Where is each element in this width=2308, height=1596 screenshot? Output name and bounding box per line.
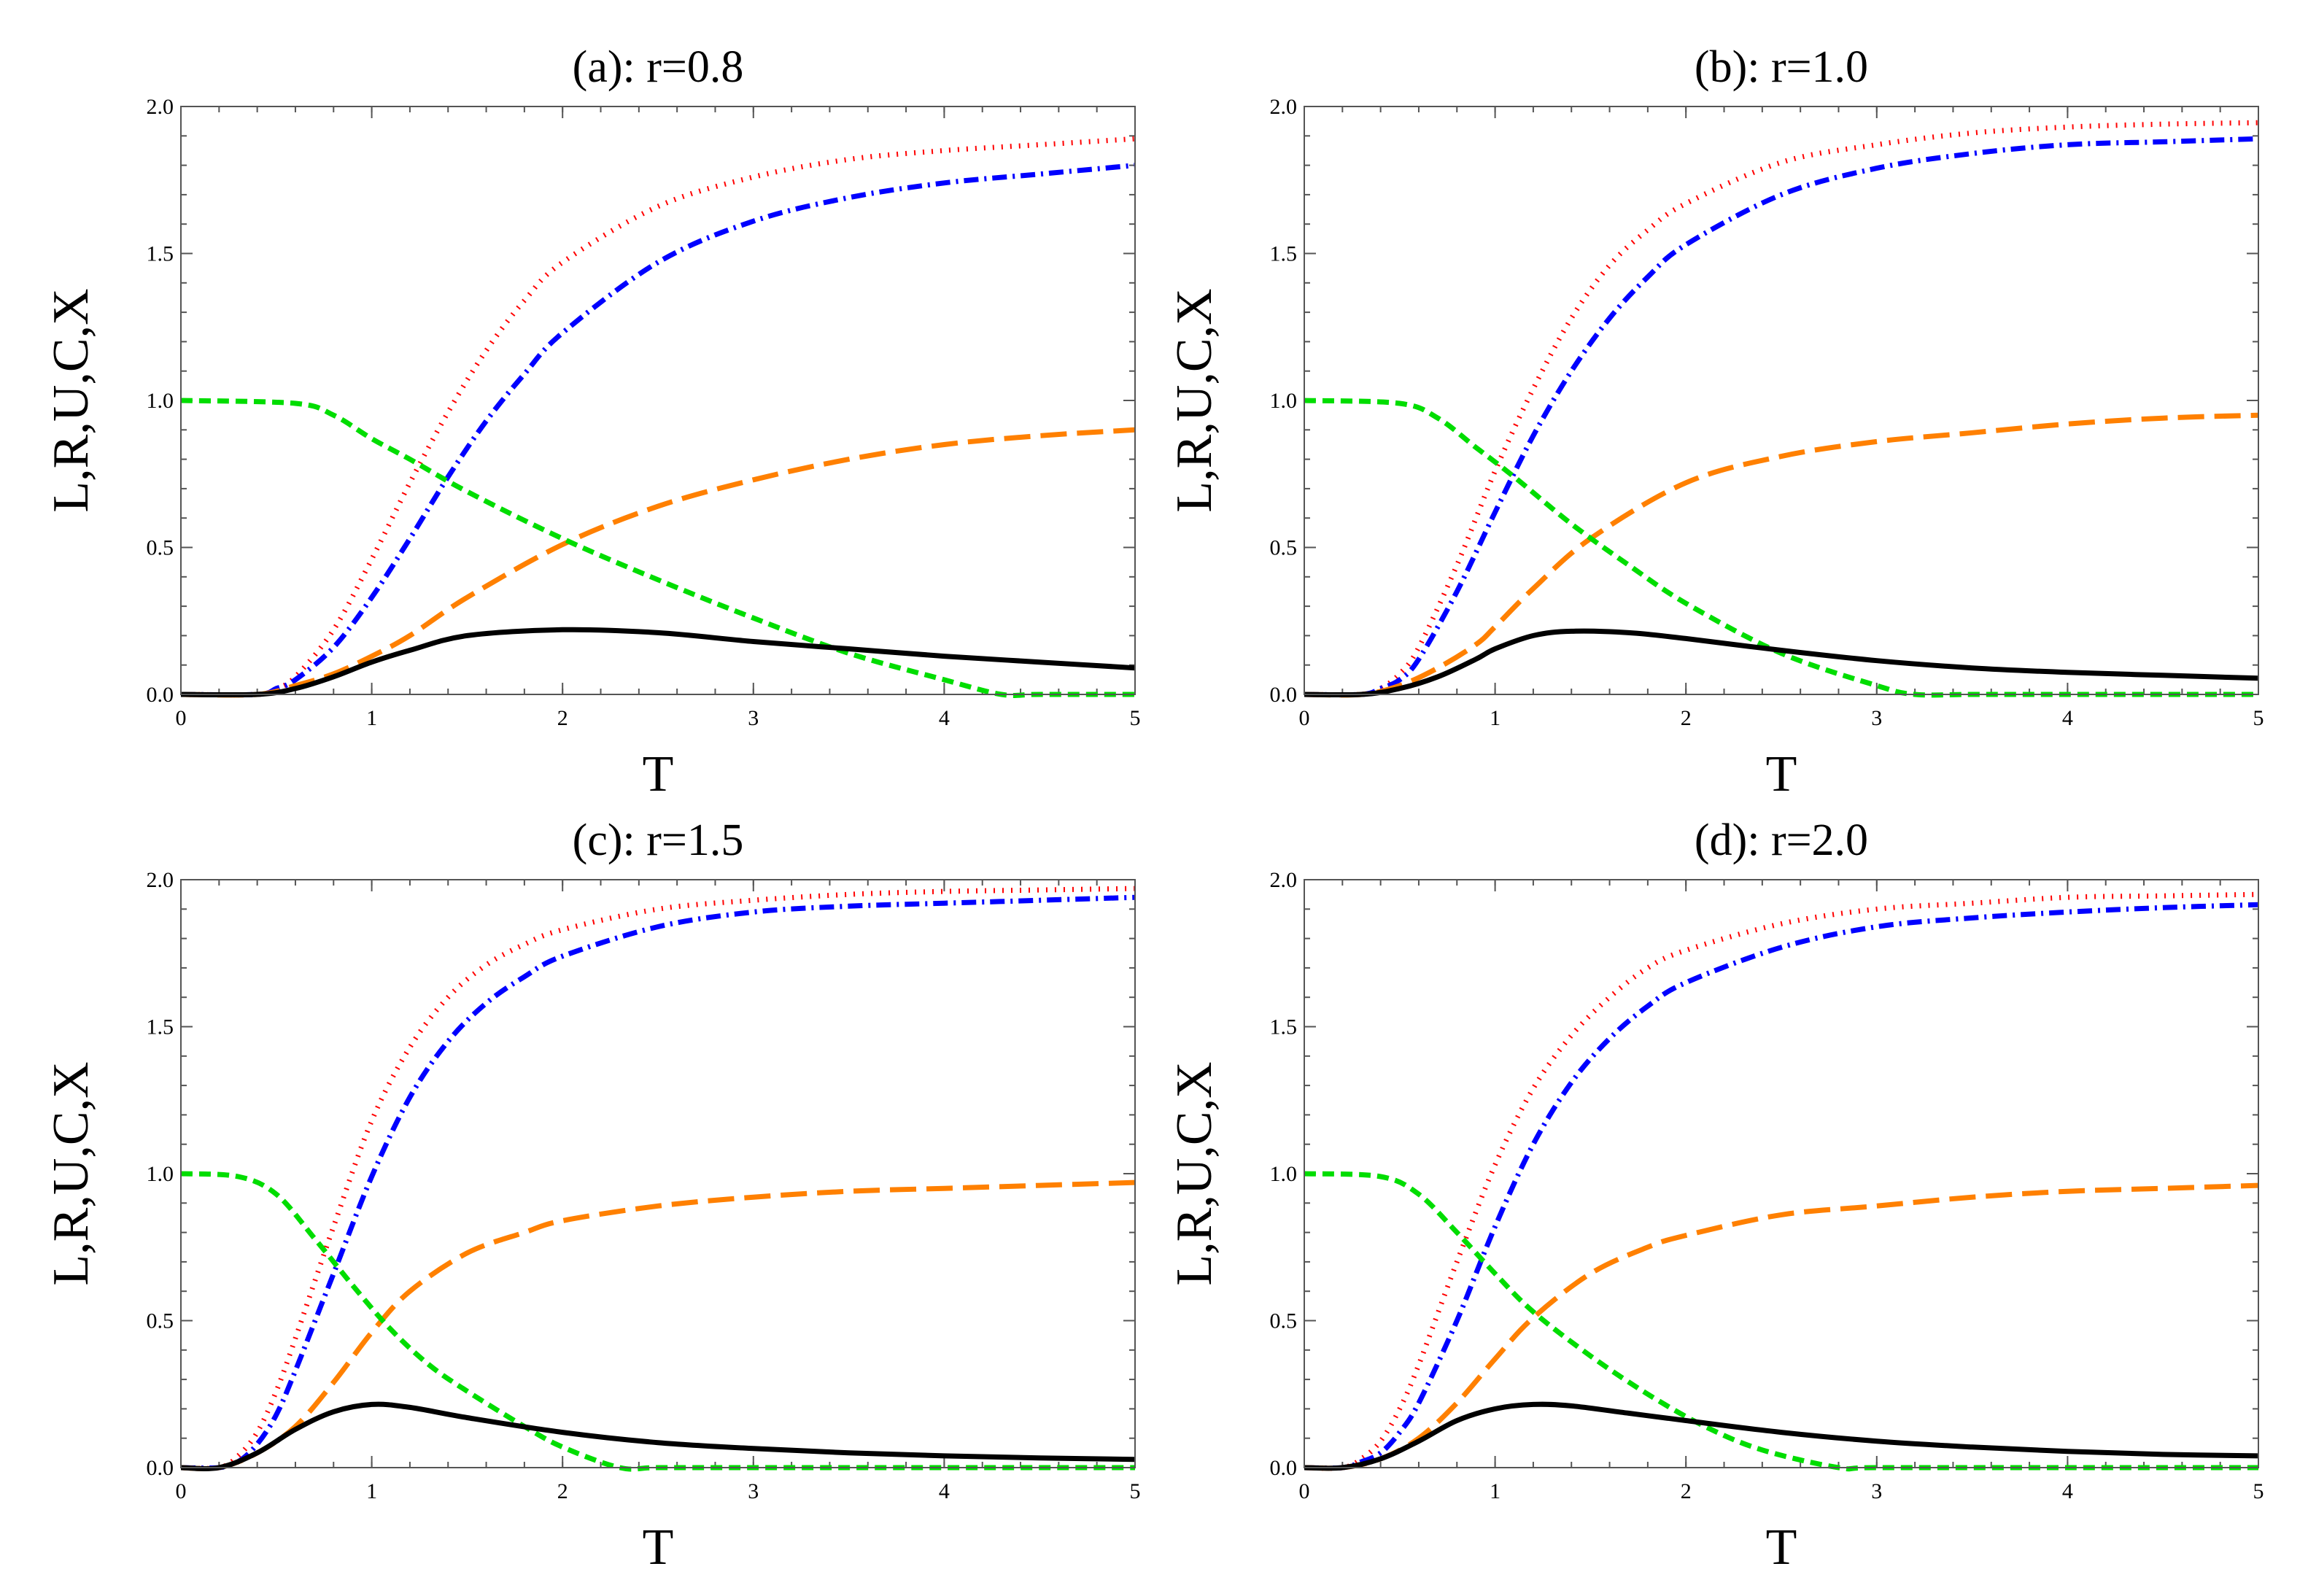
chart-title: (b): r=1.0 [1695, 42, 1868, 92]
series-group [181, 136, 1135, 698]
x-tick-label: 1 [1490, 1479, 1500, 1503]
x-tick-label: 5 [1130, 706, 1141, 730]
y-tick-label: 2.0 [147, 95, 174, 119]
y-axis-label: L,R,U,C,X [43, 1061, 99, 1285]
y-tick-label: 1.5 [147, 1015, 174, 1039]
series-group [1304, 120, 2258, 698]
y-tick-label: 1.0 [1270, 389, 1298, 413]
y-axis-label: L,R,U,C,X [1166, 1061, 1223, 1285]
series-line-blue-dashdot [1304, 136, 2258, 698]
x-tick-label: 0 [176, 1479, 187, 1503]
x-axis-label: T [1766, 746, 1797, 802]
series-group [1304, 891, 2258, 1472]
y-tick-label: 2.0 [1270, 95, 1298, 119]
x-tick-label: 3 [748, 1479, 759, 1503]
x-axis-label: T [643, 1519, 674, 1576]
series-line-black-solid [1304, 1401, 2258, 1471]
series-line-red-dotted [181, 136, 1135, 698]
x-tick-label: 4 [939, 1479, 950, 1503]
y-tick-label: 0.5 [147, 536, 174, 560]
plot-frame [1304, 106, 2259, 695]
plot-frame [180, 879, 1136, 1468]
x-tick-label: 2 [557, 1479, 568, 1503]
series-line-red-dotted [1304, 891, 2258, 1471]
y-tick-label: 0.0 [147, 1456, 174, 1480]
x-tick-label: 5 [1130, 1479, 1141, 1503]
series-line-orange-dashed [181, 427, 1135, 698]
x-tick-label: 3 [1871, 1479, 1882, 1503]
y-tick-label: 1.0 [147, 1162, 174, 1186]
x-tick-label: 1 [1490, 706, 1500, 730]
chart-panel-3: (c): r=1.5 0 1 2 3 4 5 0.0 0.5 1.0 1.5 2.0 T L,R,U,C,… [43, 816, 1141, 1576]
y-axis-label: L,R,U,C,X [43, 288, 99, 512]
chart-title: (d): r=2.0 [1695, 816, 1868, 865]
series-line-black-solid [181, 627, 1135, 698]
plot-frame [180, 106, 1136, 695]
x-axis-label: T [643, 746, 674, 802]
y-tick-label: 0.5 [1270, 1309, 1298, 1333]
x-tick-label: 0 [1299, 706, 1310, 730]
y-tick-label: 2.0 [147, 868, 174, 892]
x-tick-label: 3 [748, 706, 759, 730]
series-line-green-dashed [1304, 398, 2258, 698]
chart-panel-2: (b): r=1.0 0 1 2 3 4 5 0.0 0.5 1.0 1.5 2.0 T L,R,U,C,… [1166, 42, 2264, 802]
x-tick-label: 0 [176, 706, 187, 730]
x-tick-label: 1 [366, 1479, 377, 1503]
series-line-green-dashed [181, 398, 1135, 698]
series-line-orange-dashed [1304, 412, 2258, 698]
x-tick-label: 4 [939, 706, 950, 730]
series-line-black-solid [1304, 628, 2258, 698]
x-tick-label: 2 [1681, 706, 1692, 730]
chart-title: (a): r=0.8 [573, 42, 744, 92]
x-tick-label: 4 [2062, 706, 2073, 730]
y-tick-label: 1.5 [1270, 1015, 1298, 1039]
x-tick-label: 3 [1871, 706, 1882, 730]
y-tick-label: 1.0 [1270, 1162, 1298, 1186]
y-tick-label: 0.5 [1270, 536, 1298, 560]
y-tick-label: 0.0 [1270, 1456, 1298, 1480]
series-line-blue-dashdot [181, 163, 1135, 698]
series-line-orange-dashed [1304, 1182, 2258, 1471]
chart-title: (c): r=1.5 [573, 816, 744, 865]
minor-ticks [1304, 879, 2259, 1468]
series-line-red-dotted [181, 886, 1135, 1471]
series-line-blue-dashdot [1304, 902, 2258, 1471]
series-line-blue-dashdot [181, 894, 1135, 1471]
x-tick-label: 2 [1681, 1479, 1692, 1503]
y-tick-label: 1.5 [147, 242, 174, 266]
x-tick-label: 5 [2253, 1479, 2264, 1503]
x-tick-label: 2 [557, 706, 568, 730]
series-line-green-dashed [181, 1171, 1135, 1472]
y-tick-label: 1.0 [147, 389, 174, 413]
x-tick-label: 5 [2253, 706, 2264, 730]
x-tick-label: 0 [1299, 1479, 1310, 1503]
y-tick-label: 1.5 [1270, 242, 1298, 266]
chart-panel-4: (d): r=2.0 0 1 2 3 4 5 0.0 0.5 1.0 1.5 2.0 T L,R,U,C,… [1166, 816, 2264, 1576]
series-line-green-dashed [1304, 1171, 2258, 1472]
y-tick-label: 0.0 [1270, 683, 1298, 707]
y-tick-label: 0.5 [147, 1309, 174, 1333]
x-tick-label: 4 [2062, 1479, 2073, 1503]
minor-ticks [180, 106, 1136, 695]
x-axis-label: T [1766, 1519, 1797, 1576]
minor-ticks [180, 879, 1136, 1468]
series-group [181, 886, 1135, 1472]
chart-panel-1: (a): r=0.8 0 1 2 3 4 5 0.0 0.5 1.0 1.5 2.0 T L,R,U,C,… [43, 42, 1141, 802]
series-line-black-solid [181, 1401, 1135, 1471]
series-line-orange-dashed [181, 1179, 1135, 1471]
y-tick-label: 2.0 [1270, 868, 1298, 892]
y-tick-label: 0.0 [147, 683, 174, 707]
x-tick-label: 1 [366, 706, 377, 730]
y-axis-label: L,R,U,C,X [1166, 288, 1223, 512]
plot-frame [1304, 879, 2259, 1468]
